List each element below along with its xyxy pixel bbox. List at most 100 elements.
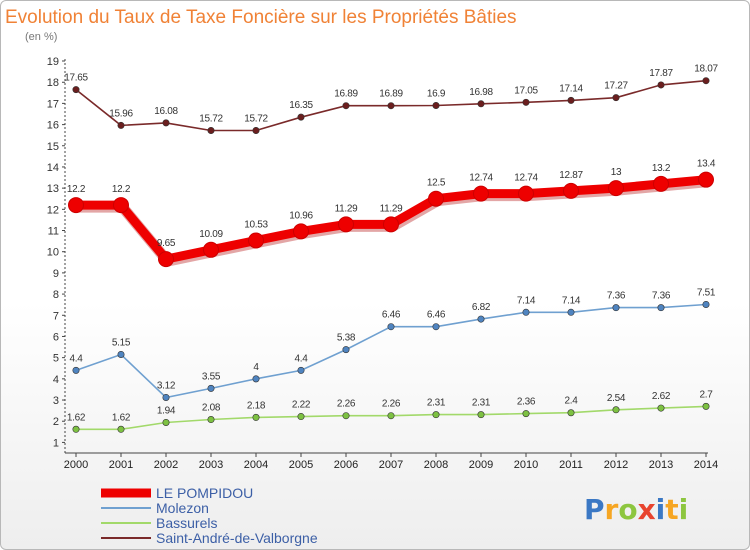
data-point — [252, 375, 260, 383]
data-point — [608, 180, 624, 197]
logo-letter: r — [605, 493, 619, 526]
data-label: 16.08 — [154, 106, 178, 117]
data-point — [477, 411, 485, 419]
data-label: 3.12 — [157, 380, 176, 391]
y-tick-label: 1 — [53, 437, 59, 449]
data-label: 12.5 — [427, 178, 446, 189]
data-point — [72, 425, 80, 433]
data-point — [477, 100, 485, 108]
data-label: 3.55 — [202, 371, 221, 382]
y-tick-label: 3 — [53, 395, 59, 407]
data-point — [522, 98, 530, 106]
y-tick-label: 2 — [53, 416, 59, 428]
data-point — [522, 308, 530, 316]
data-label: 1.62 — [67, 412, 86, 423]
data-label: 16.98 — [469, 87, 493, 98]
data-point — [567, 96, 575, 104]
legend-label: Molezon — [156, 500, 209, 516]
x-tick-label: 2010 — [514, 459, 538, 471]
data-label: 17.65 — [64, 73, 88, 84]
x-tick-label: 2009 — [469, 459, 493, 471]
logo-letter: i — [679, 493, 689, 526]
x-tick-label: 2007 — [379, 459, 403, 471]
x-tick-label: 2004 — [244, 459, 268, 471]
data-label: 16.9 — [427, 88, 446, 99]
data-label: 1.94 — [157, 405, 176, 416]
data-point — [203, 241, 219, 258]
data-label: 5.38 — [337, 333, 356, 344]
data-label: 9.65 — [157, 238, 176, 249]
legend-label: LE POMPIDOU — [156, 485, 253, 501]
data-label: 12.74 — [469, 173, 493, 184]
y-tick-label: 15 — [47, 141, 59, 153]
series-molezon — [72, 300, 710, 401]
data-point — [657, 404, 665, 412]
data-label: 15.72 — [244, 114, 268, 125]
data-label: 5.15 — [112, 337, 131, 348]
data-point — [477, 315, 485, 323]
data-point — [162, 119, 170, 127]
data-label: 11.29 — [335, 203, 359, 214]
data-point — [387, 102, 395, 110]
data-labels: 4.4 5.15 3.12 3.55 4 4.4 5.38 6.46 6.46 6.82 7.14 7… — [64, 64, 719, 424]
data-label: 15.72 — [199, 114, 223, 125]
data-label: 13 — [611, 167, 622, 178]
data-label: 2.62 — [652, 391, 671, 402]
data-point — [117, 121, 125, 129]
logo-letter: i — [656, 493, 666, 526]
y-tick-label: 13 — [47, 183, 59, 195]
data-point — [432, 411, 440, 419]
data-label: 2.26 — [382, 399, 401, 410]
data-label: 4.4 — [69, 353, 83, 364]
data-label: 2.26 — [337, 399, 356, 410]
data-label: 2.4 — [564, 396, 578, 407]
data-label: 7.14 — [517, 295, 536, 306]
data-point — [702, 402, 710, 410]
data-label: 2.22 — [292, 400, 311, 411]
data-point — [432, 323, 440, 331]
data-point — [252, 413, 260, 421]
data-point — [383, 216, 399, 233]
data-label: 6.82 — [472, 302, 491, 313]
y-tick-label: 4 — [53, 374, 59, 386]
data-label: 10.96 — [289, 210, 313, 221]
data-point — [653, 175, 669, 192]
data-label: 18.07 — [694, 64, 718, 75]
data-label: 7.36 — [607, 291, 626, 302]
series-le-pompidou — [68, 171, 714, 268]
x-tick-label: 2006 — [334, 459, 358, 471]
data-label: 16.89 — [334, 89, 358, 100]
data-point — [612, 406, 620, 414]
data-point — [567, 308, 575, 316]
x-tick-label: 2008 — [424, 459, 448, 471]
data-label: 15.96 — [109, 108, 133, 119]
data-point — [297, 113, 305, 121]
data-label: 10.09 — [199, 229, 223, 240]
data-point — [657, 304, 665, 312]
data-label: 12.74 — [514, 173, 538, 184]
data-label: 4 — [253, 362, 259, 373]
series-layer — [68, 77, 714, 433]
data-label: 12.87 — [559, 170, 583, 181]
data-point — [432, 101, 440, 109]
y-tick-label: 10 — [47, 247, 59, 259]
x-tick-label: 2003 — [199, 459, 223, 471]
data-label: 13.2 — [652, 163, 671, 174]
data-point — [297, 413, 305, 421]
data-label: 2.36 — [517, 397, 536, 408]
data-label: 11.29 — [380, 203, 404, 214]
x-tick-label: 2013 — [649, 459, 673, 471]
y-tick-label: 6 — [53, 331, 59, 343]
data-point — [68, 197, 84, 214]
chart-subtitle: (en %) — [25, 31, 57, 43]
data-point — [612, 304, 620, 312]
data-point — [567, 409, 575, 417]
y-tick-label: 8 — [53, 289, 59, 301]
data-label: 4.4 — [294, 353, 308, 364]
data-point — [158, 251, 174, 268]
y-tick-label: 16 — [47, 120, 59, 132]
data-point — [338, 216, 354, 233]
